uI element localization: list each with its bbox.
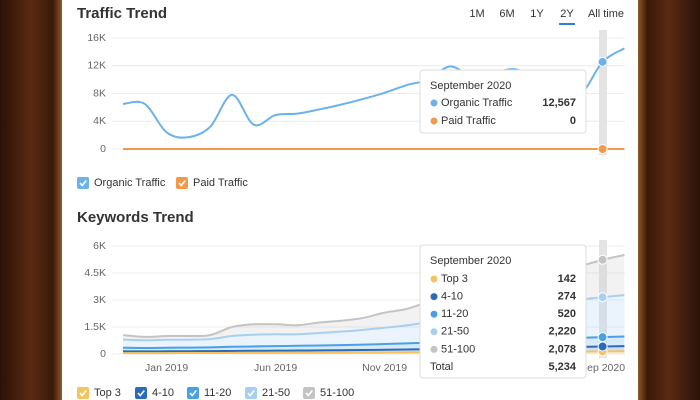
- legend-checkbox[interactable]: [176, 177, 188, 189]
- tooltip-dot: [430, 275, 438, 283]
- legend-label[interactable]: Paid Traffic: [193, 177, 248, 189]
- tooltip-dot: [430, 293, 438, 301]
- legend-checkbox[interactable]: [187, 387, 199, 399]
- checkmark: [247, 389, 255, 397]
- tooltip-total-label: Total: [430, 361, 453, 373]
- time-range-button[interactable]: 1Y: [530, 8, 544, 20]
- tooltip-name: 11-20: [441, 308, 468, 320]
- legend-label[interactable]: Organic Traffic: [94, 177, 166, 189]
- y-tick-label: 0: [100, 348, 106, 360]
- time-range-button[interactable]: All time: [588, 8, 624, 20]
- legend-checkbox[interactable]: [77, 387, 89, 399]
- checkmark: [189, 389, 197, 397]
- time-range-button[interactable]: 1M: [469, 8, 484, 20]
- tooltip-total-value: 5,234: [548, 361, 576, 373]
- tooltip-dot: [430, 117, 438, 125]
- tooltip-value: 142: [558, 273, 576, 285]
- x-tick-label: Jun 2019: [254, 362, 297, 374]
- legend-label[interactable]: 4-10: [152, 387, 174, 399]
- tooltip-name: 51-100: [441, 343, 475, 355]
- time-range-button[interactable]: 2Y: [560, 8, 574, 20]
- hover-dot: [597, 332, 608, 343]
- checkmark: [79, 389, 87, 397]
- tooltip-name: 4-10: [441, 291, 463, 303]
- tooltip-dot: [430, 345, 438, 353]
- y-tick-label: 12K: [87, 60, 106, 72]
- x-tick-label: Jan 2019: [145, 362, 188, 374]
- hover-dot: [597, 254, 608, 265]
- chart-title: Keywords Trend: [77, 209, 194, 226]
- y-tick-label: 6K: [93, 240, 106, 252]
- y-tick-label: 16K: [87, 32, 106, 44]
- hover-dot: [597, 144, 608, 154]
- legend-checkbox[interactable]: [77, 177, 89, 189]
- tooltip-name: Top 3: [441, 273, 468, 285]
- tooltip: [419, 244, 587, 379]
- checkmark: [79, 179, 87, 187]
- tooltip-value: 12,567: [542, 97, 576, 109]
- tooltip-dot: [430, 310, 438, 318]
- legend-label[interactable]: Top 3: [94, 387, 121, 399]
- tooltip-value: 2,078: [548, 343, 576, 355]
- legend-checkbox[interactable]: [135, 387, 147, 399]
- y-tick-label: 3K: [93, 294, 106, 306]
- hover-dot: [597, 341, 608, 352]
- tooltip-value: 2,220: [548, 326, 576, 338]
- x-tick-label: Nov 2019: [362, 362, 407, 374]
- hover-dot: [597, 292, 608, 303]
- tooltip-title: September 2020: [430, 255, 511, 267]
- checkmark: [305, 389, 313, 397]
- legend-checkbox[interactable]: [303, 387, 315, 399]
- tooltip-name: 21-50: [441, 326, 469, 338]
- tooltip-dot: [430, 328, 438, 336]
- legend-label[interactable]: 51-100: [320, 387, 354, 399]
- checkmark: [137, 389, 145, 397]
- hover-band: [599, 30, 607, 155]
- chart-title: Traffic Trend: [77, 5, 167, 22]
- tooltip-title: September 2020: [430, 80, 511, 92]
- checkmark: [178, 179, 186, 187]
- y-tick-label: 4K: [93, 115, 106, 127]
- frame-right: [638, 0, 700, 400]
- tooltip: [419, 69, 587, 134]
- legend-checkbox[interactable]: [245, 387, 257, 399]
- y-tick-label: 1.5K: [84, 321, 106, 333]
- hover-dot: [597, 56, 608, 67]
- time-range-button[interactable]: 6M: [499, 8, 514, 20]
- y-tick-label: 0: [100, 143, 106, 155]
- legend-label[interactable]: 21-50: [262, 387, 290, 399]
- frame-left: [0, 0, 62, 400]
- tooltip-value: 520: [558, 308, 576, 320]
- tooltip-name: Paid Traffic: [441, 115, 496, 127]
- y-tick-label: 4.5K: [84, 267, 106, 279]
- tooltip-dot: [430, 99, 438, 107]
- y-tick-label: 8K: [93, 87, 106, 99]
- legend-label[interactable]: 11-20: [204, 387, 231, 399]
- x-tick-label: Sep 2020: [580, 362, 625, 374]
- tooltip-value: 274: [558, 291, 577, 303]
- tooltip-value: 0: [570, 115, 576, 127]
- tooltip-name: Organic Traffic: [441, 97, 513, 109]
